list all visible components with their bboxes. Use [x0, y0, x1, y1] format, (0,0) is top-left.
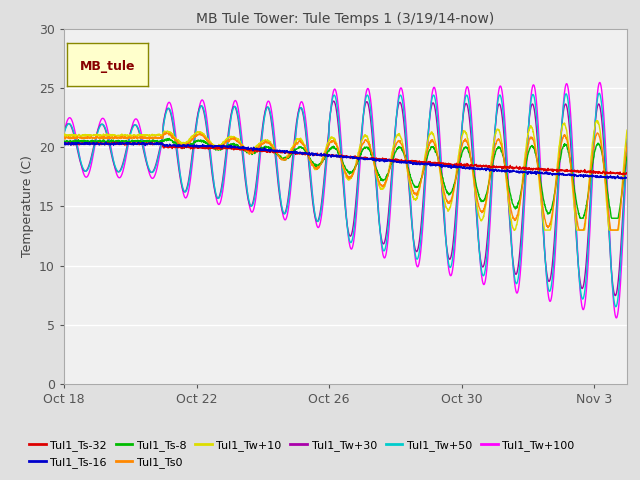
Legend: Tul1_Ts-32, Tul1_Ts-16, Tul1_Ts-8, Tul1_Ts0, Tul1_Tw+10, Tul1_Tw+30, Tul1_Tw+50,: Tul1_Ts-32, Tul1_Ts-16, Tul1_Ts-8, Tul1_…	[24, 436, 579, 472]
Y-axis label: Temperature (C): Temperature (C)	[20, 156, 33, 257]
Title: MB Tule Tower: Tule Temps 1 (3/19/14-now): MB Tule Tower: Tule Temps 1 (3/19/14-now…	[196, 12, 495, 26]
